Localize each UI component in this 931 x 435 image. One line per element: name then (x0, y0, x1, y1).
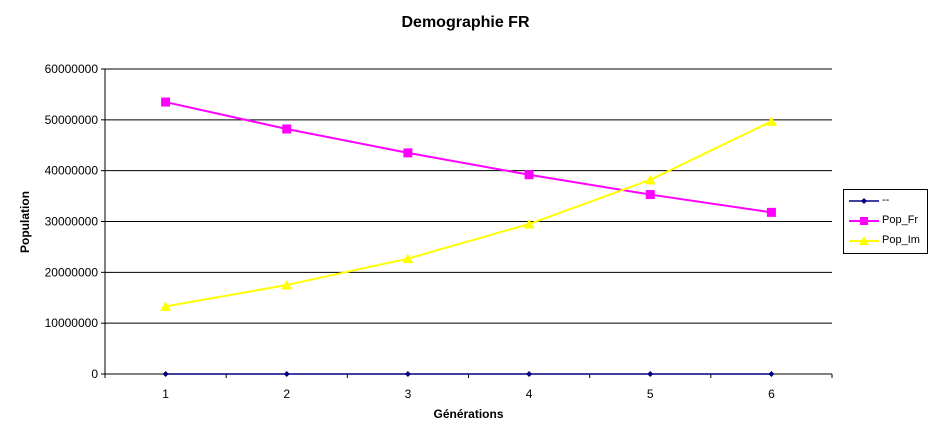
x-axis-label: Générations (433, 407, 504, 421)
y-tick-label-0: 0 (91, 367, 98, 381)
legend-swatch-series-1 (849, 198, 879, 204)
legend-swatch-pop-im (849, 236, 879, 245)
point-0-5 (768, 371, 775, 377)
point-1-3 (524, 170, 534, 180)
point-2-2 (402, 253, 414, 264)
point-2-5 (765, 116, 777, 126)
point-2-1 (281, 280, 293, 290)
point-0-4 (647, 371, 654, 377)
legend-label-pop-im: Pop_Im (882, 234, 920, 246)
point-1-4 (645, 190, 655, 200)
point-1-1 (282, 124, 292, 134)
legend-label-pop-fr: Pop_Fr (882, 214, 919, 226)
y-tick-label-2: 20000000 (45, 265, 99, 279)
y-tick-label-4: 40000000 (45, 164, 99, 178)
y-tick-label-6: 60000000 (45, 62, 99, 76)
y-tick-label-3: 30000000 (45, 215, 99, 229)
x-tick-label-5: 6 (768, 387, 775, 401)
y-tick-label-1: 10000000 (45, 316, 99, 330)
point-2-3 (523, 219, 535, 229)
series-line-2 (165, 120, 772, 308)
legend-item-pop-im: Pop_Im (848, 233, 928, 249)
x-tick-label-3: 4 (526, 387, 533, 401)
y-axis-label: Population (18, 191, 32, 253)
x-tick-label-2: 3 (405, 387, 412, 401)
legend-swatch-pop-fr (849, 217, 879, 225)
legend: -- Pop_Fr Pop_Im (843, 189, 928, 254)
x-tick-label-0: 1 (162, 387, 169, 401)
point-1-2 (403, 148, 413, 158)
legend-item-pop-fr: Pop_Fr (848, 213, 928, 229)
point-1-5 (766, 207, 776, 217)
chart-title: Demographie FR (401, 14, 530, 31)
point-2-0 (160, 301, 172, 311)
series-line-1 (165, 101, 772, 214)
point-0-1 (283, 371, 290, 377)
point-1-0 (161, 97, 171, 107)
point-0-3 (526, 371, 533, 377)
point-2-4 (644, 174, 656, 185)
legend-label-series-1: -- (882, 194, 890, 206)
x-tick-label-1: 2 (283, 387, 290, 401)
point-0-0 (162, 371, 169, 377)
legend-item-series-1: -- (848, 193, 928, 209)
y-tick-label-5: 50000000 (45, 113, 99, 127)
point-0-2 (404, 371, 411, 377)
x-tick-label-4: 5 (647, 387, 654, 401)
